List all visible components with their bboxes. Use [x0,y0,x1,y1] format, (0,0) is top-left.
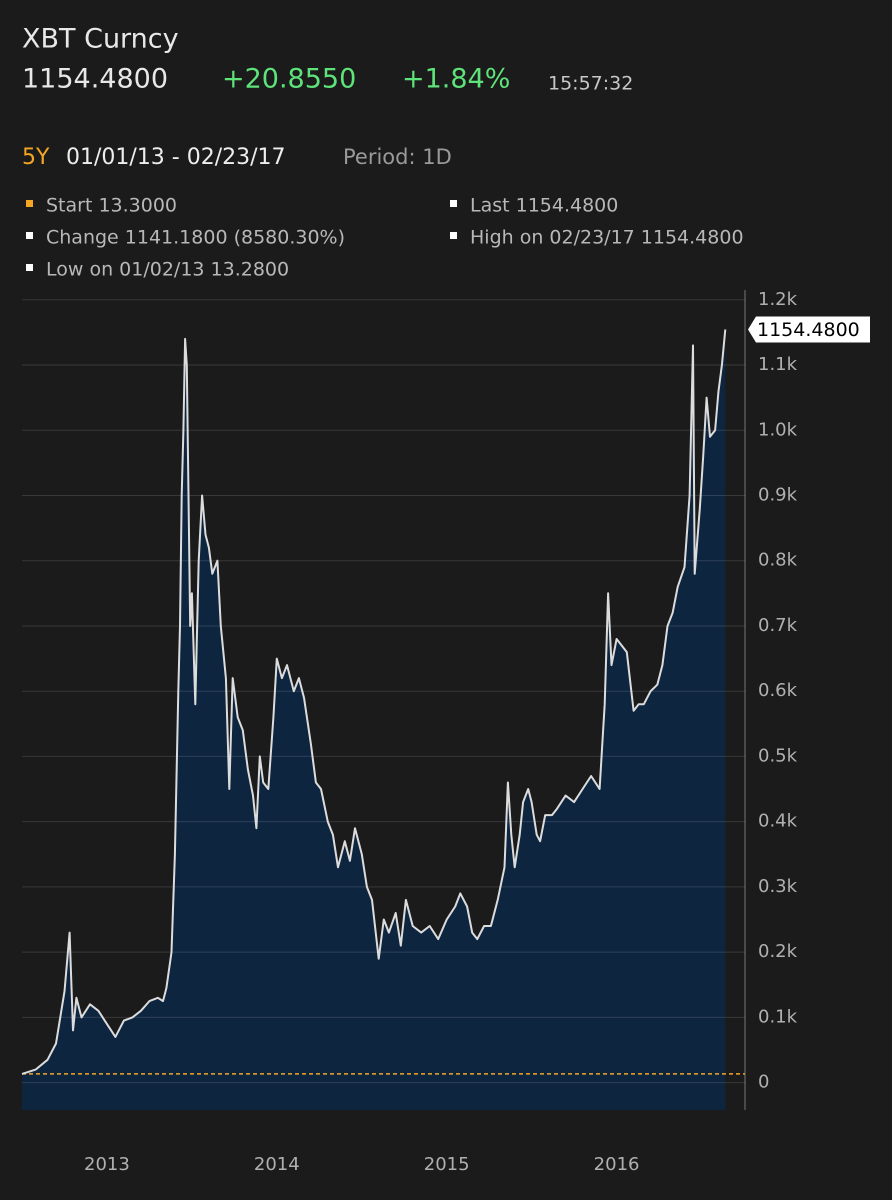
ticker-title: XBT Curncy [22,24,179,55]
price-line [21,329,727,1075]
y-tick-label: 1.2k [758,289,798,310]
stat: Last 1154.4800 [470,195,618,217]
y-tick-label: 0 [758,1072,769,1093]
legend-marker [26,200,33,207]
y-tick-label: 0.7k [758,615,798,636]
y-tick-label: 0.1k [758,1006,798,1027]
y-tick-label: 0.4k [758,811,798,832]
dates[interactable]: 01/01/13 - 02/23/17 [66,145,286,170]
change: +20.8550 [222,64,356,95]
x-tick-label: 2015 [424,1154,470,1175]
legend-marker [26,264,33,271]
y-tick-label: 0.5k [758,745,798,766]
y-tick-label: 0.8k [758,550,798,571]
x-tick-label: 2014 [254,1154,300,1175]
plot: 1154.4800 0 0.1k 0.2k 0.3k 0.4k 0.5k 0.6k 0.7k 0.… [21,289,870,1175]
x-tick-label: 2016 [594,1154,640,1175]
y-tick-label: 1.0k [758,419,798,440]
time: 15:57:32 [548,73,633,95]
y-tick-label: 0.6k [758,680,798,701]
legend-marker [450,232,457,239]
area [22,329,726,1110]
y-tick-label: 1.1k [758,354,798,375]
legend-marker [26,232,33,239]
price: 1154.4800 [22,64,168,95]
stat: High on 02/23/17 1154.4800 [470,227,744,249]
change-pct: +1.84% [402,64,510,95]
legend-marker [450,200,457,207]
stat: Start 13.3000 [46,195,177,217]
period[interactable]: Period: 1D [343,145,452,169]
stat: Low on 01/02/13 13.2800 [46,259,289,281]
y-tick-label: 0.9k [758,484,798,505]
y-tick-label: 0.2k [758,941,798,962]
range[interactable]: 5Y [22,145,50,170]
stat: Change 1141.1800 (8580.30%) [46,227,345,249]
last-value-label: 1154.4800 [757,319,860,341]
x-tick-label: 2013 [84,1154,130,1175]
y-tick-label: 0.3k [758,876,798,897]
last-value-box [748,316,870,343]
